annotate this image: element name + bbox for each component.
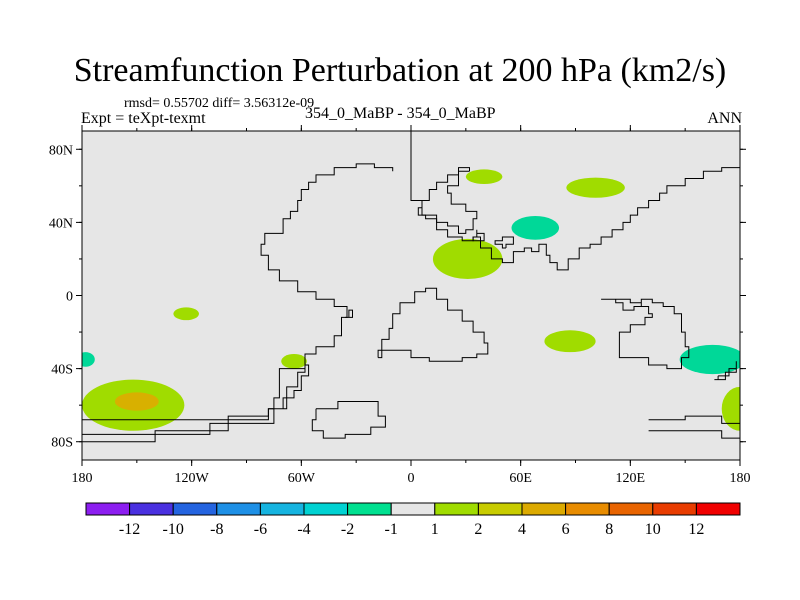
colorbar-swatch: [695, 502, 741, 516]
colorbar-label: 12: [688, 521, 704, 538]
x-tick-label: 120W: [175, 471, 210, 486]
x-tick-label: 60E: [509, 471, 532, 486]
anomaly-blob: [432, 238, 503, 280]
colorbar-swatch: [347, 502, 392, 516]
colorbar-label: -10: [163, 521, 184, 538]
anomaly-blob: [566, 177, 625, 198]
x-tick-label: 60W: [288, 471, 316, 486]
anomaly-blob: [281, 353, 307, 369]
colorbar-swatch: [216, 502, 261, 516]
colorbar-swatch: [390, 502, 436, 516]
anomaly-layer: [82, 169, 740, 431]
colorbar-label: 8: [605, 521, 613, 538]
case-label: 354_0_MaBP - 354_0_MaBP: [305, 105, 496, 122]
colorbar-label: -2: [341, 521, 354, 538]
coastline: [472, 229, 485, 242]
coastline: [494, 236, 514, 249]
colorbar-label: 4: [518, 521, 526, 538]
stats-text: rmsd= 0.55702 diff= 3.56312e-09: [124, 96, 315, 111]
x-tick-label: 0: [408, 471, 415, 486]
coastline-layer: [82, 131, 740, 443]
coastline: [82, 364, 310, 443]
colorbar-swatch: [608, 502, 654, 516]
anomaly-blob: [465, 169, 503, 185]
coastline: [377, 287, 489, 362]
colorbar: -12 -10 -8 -6 -4 -2 -1 1 2 4 6 8 10 12: [85, 502, 741, 538]
colorbar-label: -1: [385, 521, 398, 538]
coastline: [345, 309, 353, 318]
colorbar-swatch: [565, 502, 610, 516]
anomaly-blob: [679, 344, 740, 375]
anomaly-blob: [511, 215, 560, 240]
colorbar-swatch: [303, 502, 349, 516]
colorbar-label: -4: [297, 521, 310, 538]
colorbar-swatch: [521, 502, 567, 516]
colorbar-label: 10: [645, 521, 661, 538]
anomaly-blob: [82, 352, 95, 367]
coastline: [417, 167, 478, 234]
colorbar-label: -6: [254, 521, 267, 538]
anomaly-blob: [173, 307, 199, 321]
coastline: [648, 415, 740, 424]
colorbar-swatch: [652, 502, 697, 516]
season-label: ANN: [707, 110, 742, 127]
y-tick-label: 40N: [49, 216, 73, 231]
colorbar-swatch: [172, 502, 218, 516]
y-tick-label: 80S: [51, 436, 73, 451]
experiment-label: Expt = teXpt-texmt: [81, 110, 206, 127]
colorbar-swatch: [85, 502, 131, 516]
y-tick-label: 80N: [49, 143, 73, 158]
y-tick-label: 0: [66, 290, 73, 305]
colorbar-label: -12: [119, 521, 140, 538]
axis-ticks: 180 120W 60W 0 60E 120E 180 80N 40N 0 40S 80S: [49, 125, 751, 486]
x-tick-label: 180: [730, 471, 751, 486]
colorbar-label: 1: [431, 521, 439, 538]
y-tick-label: 40S: [51, 363, 73, 378]
anomaly-blob: [544, 330, 596, 353]
coastline: [648, 430, 740, 439]
colorbar-label: 2: [474, 521, 482, 538]
colorbar-swatch: [434, 502, 479, 516]
coastline: [714, 361, 737, 381]
colorbar-swatch: [129, 502, 174, 516]
coastline: [311, 401, 386, 439]
anomaly-blob: [721, 386, 740, 431]
x-tick-label: 120E: [616, 471, 646, 486]
colorbar-label: 6: [562, 521, 570, 538]
x-tick-label: 180: [72, 471, 93, 486]
coastline: [601, 298, 690, 370]
coastline: [82, 163, 394, 421]
colorbar-swatch: [259, 502, 305, 516]
map-title: Streamfunction Perturbation at 200 hPa (…: [73, 52, 727, 89]
colorbar-label: -8: [210, 521, 223, 538]
anomaly-blob: [114, 392, 159, 411]
colorbar-swatch: [477, 502, 523, 516]
